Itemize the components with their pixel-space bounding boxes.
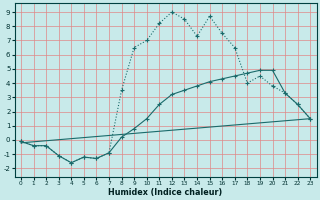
X-axis label: Humidex (Indice chaleur): Humidex (Indice chaleur) (108, 188, 223, 197)
